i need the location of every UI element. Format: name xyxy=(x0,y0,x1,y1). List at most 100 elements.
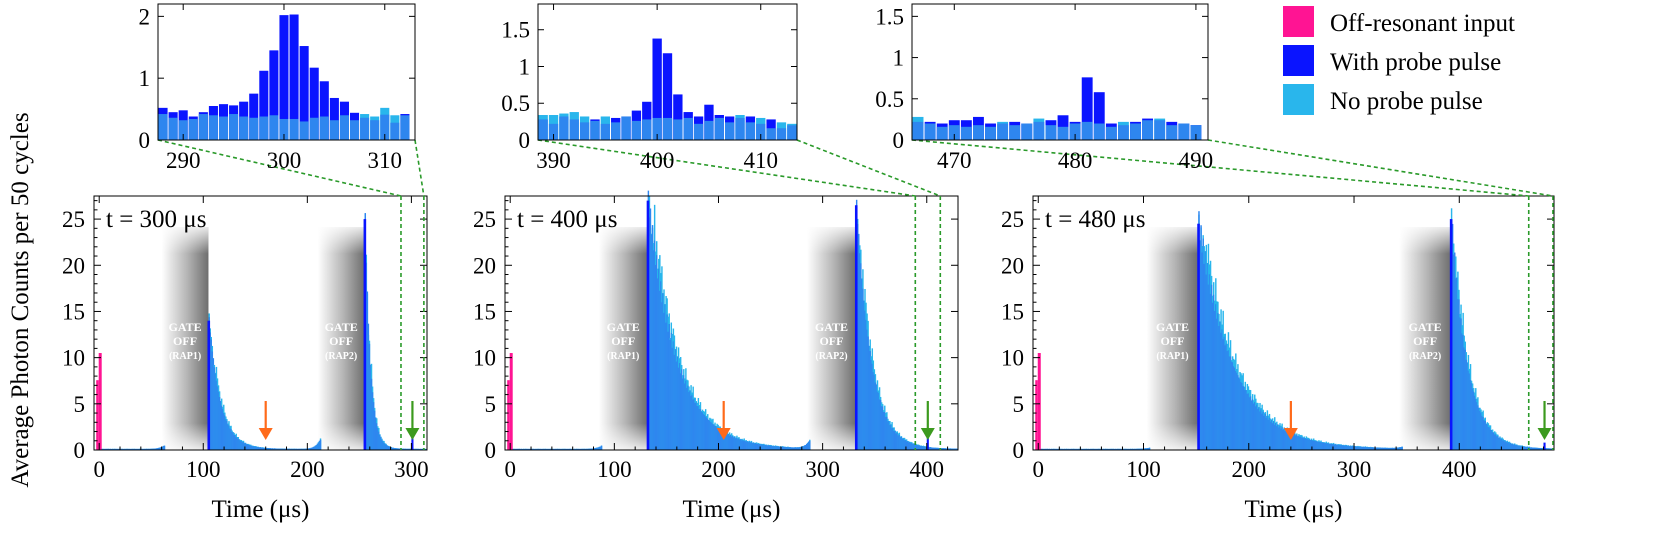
with-probe-bar xyxy=(374,417,377,450)
with-probe-bar xyxy=(533,448,535,450)
with-probe-bar xyxy=(871,363,874,450)
with-probe-bar xyxy=(378,431,380,450)
inset-y-tick-label: 0 xyxy=(893,128,905,153)
with-probe-bar xyxy=(1324,442,1327,450)
with-probe-bar xyxy=(675,361,678,450)
with-probe-bar xyxy=(747,442,750,450)
with-probe-bar xyxy=(1220,332,1222,450)
with-probe-bar xyxy=(802,446,805,450)
with-probe-bar xyxy=(391,447,394,450)
with-probe-bar xyxy=(366,291,369,450)
with-probe-bar xyxy=(864,310,866,450)
inset-overlap-bar xyxy=(704,120,714,140)
inset-overlap-bar xyxy=(924,123,936,140)
with-probe-bar xyxy=(1360,446,1362,450)
with-probe-bar xyxy=(583,448,585,450)
inset-y-tick-label: 0.5 xyxy=(501,91,530,116)
with-probe-bar xyxy=(766,445,768,450)
with-probe-bar xyxy=(579,448,582,450)
with-probe-bar xyxy=(591,448,593,450)
with-probe-bar xyxy=(108,448,111,450)
peak-edge-bar xyxy=(1449,219,1453,450)
with-probe-bar xyxy=(884,411,886,450)
with-probe-bar xyxy=(281,448,283,450)
with-probe-bar xyxy=(557,448,559,450)
with-probe-bar xyxy=(408,448,410,450)
with-probe-bar xyxy=(581,448,583,450)
with-probe-bar xyxy=(544,448,547,450)
with-probe-bar xyxy=(1065,448,1068,450)
with-probe-bar xyxy=(1303,438,1305,450)
with-probe-bar xyxy=(1295,435,1297,450)
with-probe-bar xyxy=(553,448,556,450)
with-probe-bar xyxy=(892,427,894,450)
y-tick-label: 20 xyxy=(473,253,496,278)
with-probe-bar xyxy=(1099,448,1101,450)
with-probe-bar xyxy=(1364,446,1366,450)
with-probe-bar xyxy=(527,448,530,450)
with-probe-bar xyxy=(232,432,234,450)
with-probe-bar xyxy=(1143,448,1145,450)
with-probe-bar xyxy=(891,428,893,450)
with-probe-bar xyxy=(935,447,937,450)
with-probe-bar xyxy=(103,448,105,450)
with-probe-bar xyxy=(1215,304,1217,450)
with-probe-bar xyxy=(1227,350,1230,450)
with-probe-bar xyxy=(1071,448,1074,450)
with-probe-bar xyxy=(1054,448,1056,450)
with-probe-bar xyxy=(1323,442,1325,450)
with-probe-bar xyxy=(220,405,223,450)
y-tick-label: 0 xyxy=(1013,438,1025,463)
with-probe-bar xyxy=(791,447,793,450)
with-probe-bar xyxy=(574,448,577,450)
inset-overlap-bar xyxy=(269,115,279,140)
with-probe-bar xyxy=(1506,442,1509,450)
with-probe-bar xyxy=(146,448,148,450)
with-probe-bar xyxy=(1068,448,1071,450)
with-probe-bar xyxy=(111,448,114,450)
with-probe-bar xyxy=(1274,424,1276,450)
with-probe-bar xyxy=(757,443,759,450)
with-probe-bar xyxy=(724,433,727,450)
with-probe-bar xyxy=(1140,448,1142,450)
inset-frame xyxy=(157,3,416,141)
with-probe-bar xyxy=(1118,448,1120,450)
with-probe-bar xyxy=(1254,402,1256,450)
with-probe-bar xyxy=(780,446,783,450)
with-probe-bar xyxy=(398,448,401,450)
with-probe-bar xyxy=(683,375,685,450)
with-probe-bar xyxy=(776,446,779,450)
with-probe-bar xyxy=(700,411,703,450)
gate-off-fade xyxy=(807,227,856,450)
with-probe-bar xyxy=(276,448,278,450)
with-probe-bar xyxy=(593,448,595,450)
with-probe-bar xyxy=(715,426,717,450)
y-tick-label: 20 xyxy=(62,253,85,278)
inset-overlap-bar xyxy=(259,116,269,140)
with-probe-bar xyxy=(214,373,217,450)
with-probe-bar xyxy=(231,431,233,450)
y-tick-label: 0 xyxy=(74,438,86,463)
with-probe-bar xyxy=(694,402,696,450)
with-probe-bar xyxy=(528,448,531,450)
with-probe-bar xyxy=(1069,448,1072,450)
with-probe-bar xyxy=(1458,299,1460,450)
with-probe-bar xyxy=(649,208,652,450)
with-probe-bar xyxy=(1381,447,1383,450)
with-probe-bar xyxy=(739,439,741,450)
with-probe-bar xyxy=(697,405,700,450)
inset-overlap-bar xyxy=(279,118,289,140)
with-probe-bar xyxy=(710,422,712,450)
with-probe-bar xyxy=(758,444,760,450)
with-probe-bar xyxy=(1464,349,1466,450)
with-probe-bar xyxy=(246,444,249,450)
with-probe-bar xyxy=(106,448,108,450)
with-probe-bar xyxy=(911,442,913,450)
with-probe-bar xyxy=(597,447,600,450)
with-probe-bar xyxy=(902,438,905,450)
with-probe-bar xyxy=(302,448,304,450)
inset-overlap-bar xyxy=(360,117,370,140)
with-probe-bar xyxy=(159,447,161,450)
with-probe-bar xyxy=(1308,439,1311,450)
